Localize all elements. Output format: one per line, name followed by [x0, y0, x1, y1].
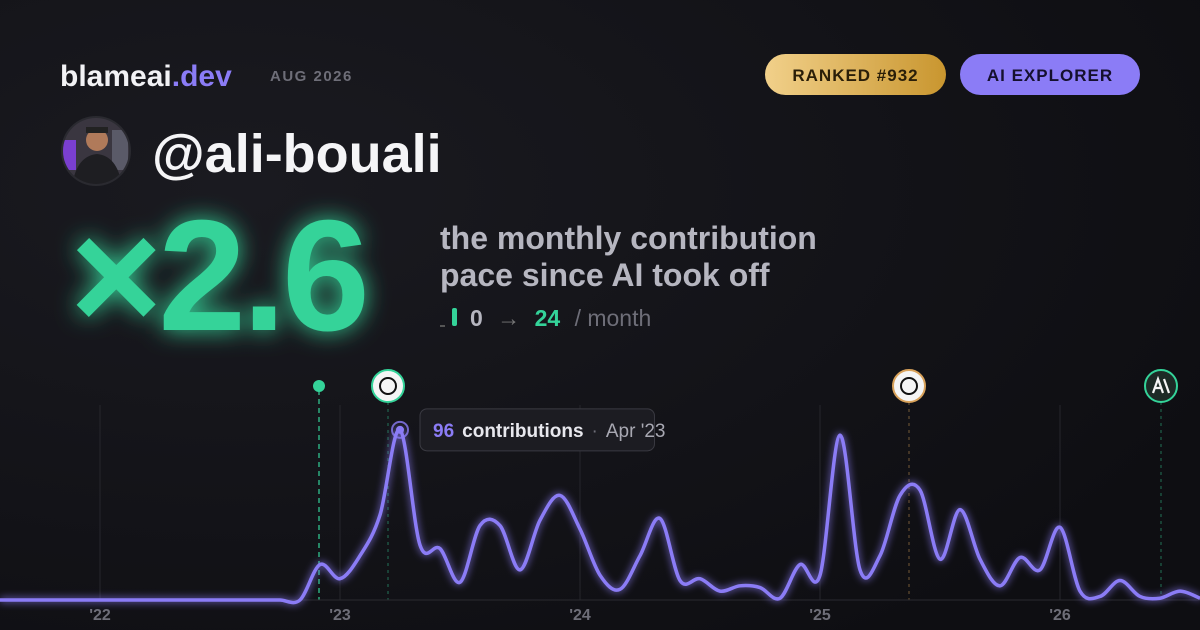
tooltip: [419, 408, 655, 452]
tooltip-text: 96 contributions · Apr '23: [433, 421, 665, 442]
username: @ali-bouali: [152, 124, 442, 184]
rank-text: RANKED #932: [792, 66, 918, 85]
caption-line: the monthly contribution: [440, 220, 817, 256]
event-icon: [371, 369, 405, 403]
event-icon: [1151, 375, 1171, 394]
event-icon: [379, 377, 397, 395]
hover-ring: [391, 420, 409, 439]
x-tick-label: '26: [1049, 607, 1071, 624]
tier-badge: [960, 54, 1140, 95]
brand-tld: .dev: [172, 60, 232, 93]
tooltip-value: 96: [433, 421, 454, 442]
x-tick-label: '25: [809, 607, 831, 624]
line: [0, 428, 1200, 605]
pace-unit: / month: [575, 305, 652, 331]
tooltip-date: Apr '23: [606, 421, 666, 442]
pace-from: 0: [470, 305, 483, 331]
brand-name: blameai: [60, 60, 172, 93]
hover-dot: [396, 425, 404, 434]
pace-to: 24: [535, 305, 561, 331]
tooltip-sep: ·: [592, 421, 598, 442]
tier-text: AI EXPLORER: [987, 66, 1113, 85]
plot: '22 '23 '24 '25 '26 96 contributions · Apr '23: [0, 405, 1200, 624]
pace-icon: [440, 325, 445, 327]
rank-badge: [765, 54, 946, 95]
x-tick-label: '24: [569, 607, 591, 624]
event-dot: [313, 380, 325, 392]
caption-line: pace since AI took off: [440, 257, 770, 293]
brand: blameai.dev: [60, 60, 232, 93]
event-icon: [900, 377, 918, 395]
multiplier: ×2.6: [70, 188, 366, 364]
pace-icon: [452, 308, 457, 326]
tooltip-label: contributions: [462, 421, 583, 442]
pace: 0 → 24 / month: [470, 305, 651, 331]
x-tick-label: '23: [329, 607, 351, 624]
x-tick-label: '22: [89, 607, 111, 624]
date: AUG 2026: [270, 68, 353, 85]
avatar: [61, 116, 131, 186]
event-icon: [892, 369, 926, 403]
pace-arrow: →: [497, 305, 520, 331]
